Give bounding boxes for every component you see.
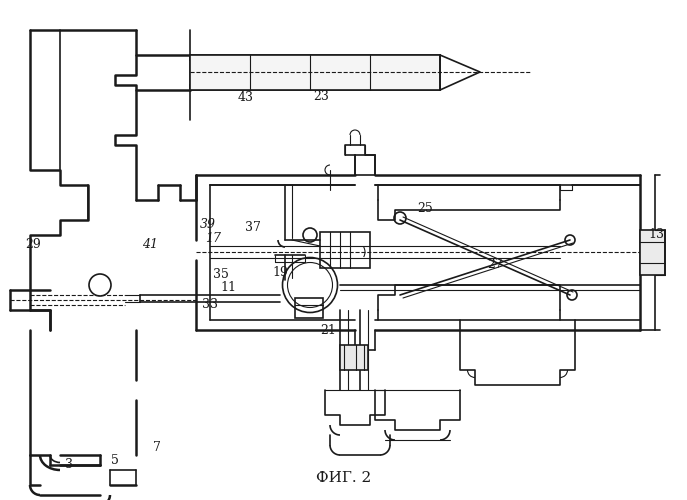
Text: 35: 35	[213, 268, 229, 280]
Bar	[190, 55, 440, 90]
Text: 19: 19	[272, 266, 289, 279]
Text: 43: 43	[238, 91, 254, 104]
Text: 39: 39	[199, 218, 216, 232]
Text: 23: 23	[313, 90, 330, 102]
Bar	[640, 230, 665, 275]
Text: 7: 7	[153, 441, 161, 454]
Text: 11: 11	[220, 281, 236, 294]
Text: 37: 37	[245, 221, 261, 234]
Bar	[295, 298, 323, 318]
Text: 33: 33	[201, 298, 218, 310]
Bar	[340, 345, 368, 370]
Text: 21: 21	[320, 324, 337, 338]
Text: 17: 17	[205, 232, 221, 245]
Text: 29: 29	[25, 238, 41, 250]
Text: 5: 5	[111, 454, 120, 468]
Bar	[320, 232, 370, 268]
Text: 41: 41	[142, 238, 158, 250]
Text: 13: 13	[648, 228, 664, 240]
Text: 25: 25	[417, 202, 432, 215]
Text: ФИГ. 2: ФИГ. 2	[316, 471, 371, 485]
Text: 3: 3	[65, 458, 73, 471]
Text: 27: 27	[487, 258, 502, 272]
